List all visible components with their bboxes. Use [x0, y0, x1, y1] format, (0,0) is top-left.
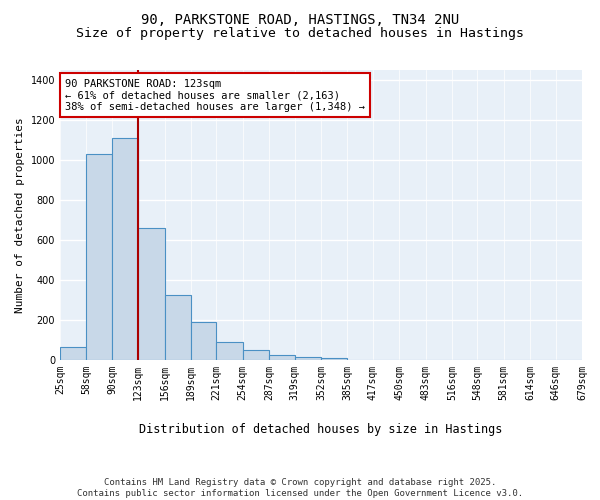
Text: Contains HM Land Registry data © Crown copyright and database right 2025.
Contai: Contains HM Land Registry data © Crown c…: [77, 478, 523, 498]
Bar: [164, 295, 191, 360]
Bar: [217, 342, 243, 360]
Bar: [60, 347, 86, 360]
Text: Size of property relative to detached houses in Hastings: Size of property relative to detached ho…: [76, 28, 524, 40]
Text: 90 PARKSTONE ROAD: 123sqm
← 61% of detached houses are smaller (2,163)
38% of se: 90 PARKSTONE ROAD: 123sqm ← 61% of detac…: [65, 78, 365, 112]
Bar: [295, 357, 321, 360]
Bar: [191, 322, 217, 360]
Text: Distribution of detached houses by size in Hastings: Distribution of detached houses by size …: [139, 422, 503, 436]
Bar: [243, 350, 269, 360]
Bar: [112, 138, 138, 360]
Bar: [86, 154, 112, 360]
Text: 90, PARKSTONE ROAD, HASTINGS, TN34 2NU: 90, PARKSTONE ROAD, HASTINGS, TN34 2NU: [141, 12, 459, 26]
Bar: [138, 228, 164, 360]
Bar: [321, 358, 347, 360]
Bar: [269, 355, 295, 360]
Y-axis label: Number of detached properties: Number of detached properties: [15, 117, 25, 313]
